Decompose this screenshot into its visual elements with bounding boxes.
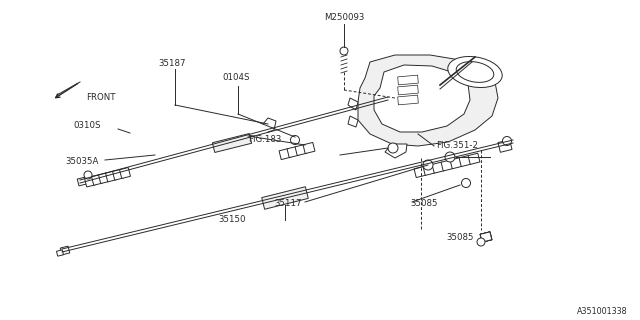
Circle shape <box>423 160 433 170</box>
Polygon shape <box>480 232 492 242</box>
Polygon shape <box>367 96 383 108</box>
Circle shape <box>340 47 348 55</box>
Polygon shape <box>432 162 444 173</box>
Polygon shape <box>56 250 63 256</box>
Polygon shape <box>120 168 131 179</box>
Polygon shape <box>480 232 492 242</box>
Circle shape <box>84 171 92 179</box>
Circle shape <box>388 143 398 153</box>
Text: 35085: 35085 <box>410 198 438 207</box>
Polygon shape <box>106 171 116 182</box>
Polygon shape <box>99 173 109 184</box>
Polygon shape <box>397 75 419 85</box>
Text: 0310S: 0310S <box>73 121 100 130</box>
Polygon shape <box>441 160 453 171</box>
Polygon shape <box>397 85 419 95</box>
Circle shape <box>445 152 455 162</box>
Polygon shape <box>450 158 462 169</box>
Polygon shape <box>480 232 492 242</box>
Polygon shape <box>348 116 358 127</box>
Polygon shape <box>414 166 426 178</box>
Text: A351001338: A351001338 <box>577 308 628 316</box>
Polygon shape <box>383 95 393 103</box>
Circle shape <box>461 179 470 188</box>
Text: 35117: 35117 <box>274 198 301 207</box>
Polygon shape <box>212 133 252 152</box>
Ellipse shape <box>448 56 502 88</box>
Text: 35085: 35085 <box>446 234 474 243</box>
Ellipse shape <box>456 62 494 82</box>
Polygon shape <box>287 147 299 157</box>
Text: 35150: 35150 <box>218 215 246 225</box>
Circle shape <box>477 238 485 246</box>
Text: FRONT: FRONT <box>86 93 115 102</box>
Polygon shape <box>113 169 124 180</box>
Polygon shape <box>480 232 492 242</box>
Polygon shape <box>358 55 498 146</box>
Text: 35187: 35187 <box>158 60 186 68</box>
Polygon shape <box>77 177 87 186</box>
Polygon shape <box>374 65 470 132</box>
Polygon shape <box>262 187 308 209</box>
Circle shape <box>291 135 300 145</box>
Polygon shape <box>385 144 407 158</box>
Polygon shape <box>295 144 307 156</box>
Text: FIG.183: FIG.183 <box>248 135 282 145</box>
Polygon shape <box>348 98 358 110</box>
Polygon shape <box>92 174 102 185</box>
Polygon shape <box>279 148 291 160</box>
Polygon shape <box>459 156 471 167</box>
Circle shape <box>502 137 511 146</box>
Polygon shape <box>84 176 95 187</box>
Text: 35035A: 35035A <box>65 157 99 166</box>
Text: FIG.351-2: FIG.351-2 <box>436 141 478 150</box>
Text: 0104S: 0104S <box>222 74 250 83</box>
Text: M250093: M250093 <box>324 12 364 21</box>
Polygon shape <box>468 153 480 164</box>
Polygon shape <box>397 95 419 105</box>
Polygon shape <box>423 164 435 175</box>
Polygon shape <box>303 142 315 154</box>
Polygon shape <box>498 140 512 152</box>
Polygon shape <box>480 232 492 242</box>
Polygon shape <box>60 246 70 255</box>
